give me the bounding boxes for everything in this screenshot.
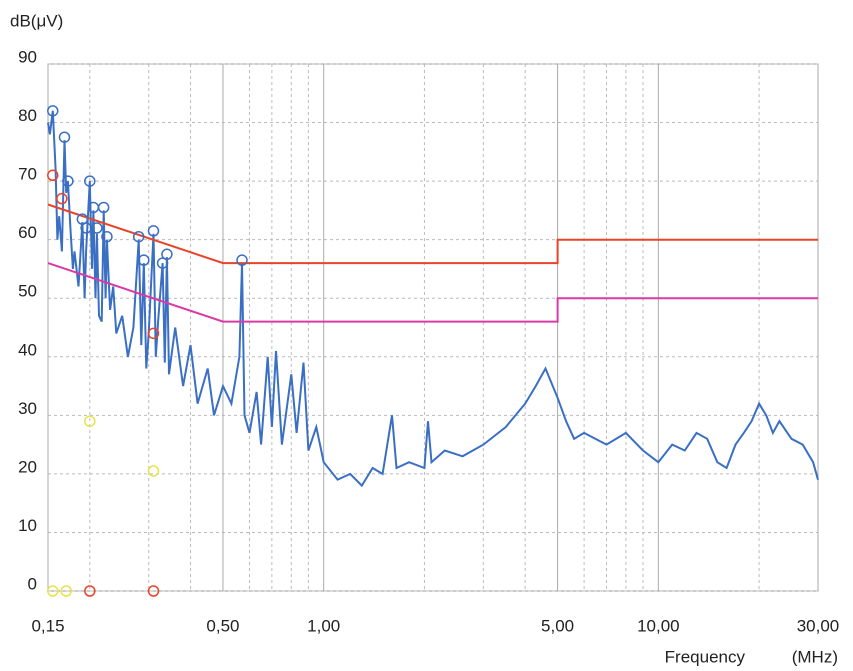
peak-marker [62,175,74,187]
y-tick-label: 40 [18,340,37,359]
peak-marker [147,465,160,477]
x-tick-label: 1,00 [307,616,340,635]
peak-marker [147,225,160,237]
peak-marker [84,175,96,187]
y-tick-label: 80 [18,106,37,125]
peak-marker [84,415,96,427]
peak-marker [138,254,150,266]
y-tick-label: 90 [18,47,37,66]
y-tick-label: 30 [18,399,37,418]
peak-marker [84,585,96,597]
peak-marker [161,248,173,261]
peak-marker [236,254,248,266]
x-axis-label: Frequency [665,647,746,666]
peak-marker [91,222,103,234]
peak-marker [147,585,160,597]
trace [47,203,818,265]
peak-marker [80,222,92,234]
peak-marker [101,230,113,243]
peak-marker [47,105,59,117]
peak-marker [58,131,71,143]
peak-marker [132,230,145,243]
peak-marker [47,169,59,182]
x-axis-unit: (MHz) [792,647,838,666]
x-tick-label: 30,00 [797,616,840,635]
x-tick-label: 0,50 [206,616,239,635]
peak-marker [156,257,169,269]
y-axis-label: dB(μV) [10,11,63,30]
y-tick-label: 10 [18,516,37,535]
y-tick-label: 70 [18,165,37,184]
peak-marker [97,201,110,214]
x-tick-label: 5,00 [541,616,574,635]
y-tick-label: 20 [18,457,37,476]
y-tick-label: 0 [28,574,37,593]
x-tick-label: 0,15 [31,616,64,635]
plot-area [47,63,819,592]
trace [47,110,819,488]
peak-marker [147,327,160,340]
peak-marker [60,585,72,597]
y-tick-label: 60 [18,223,37,242]
peak-marker [56,192,68,205]
peak-marker [47,585,59,597]
y-tick-label: 50 [18,282,37,301]
x-tick-label: 10,00 [637,616,680,635]
trace [47,262,818,323]
